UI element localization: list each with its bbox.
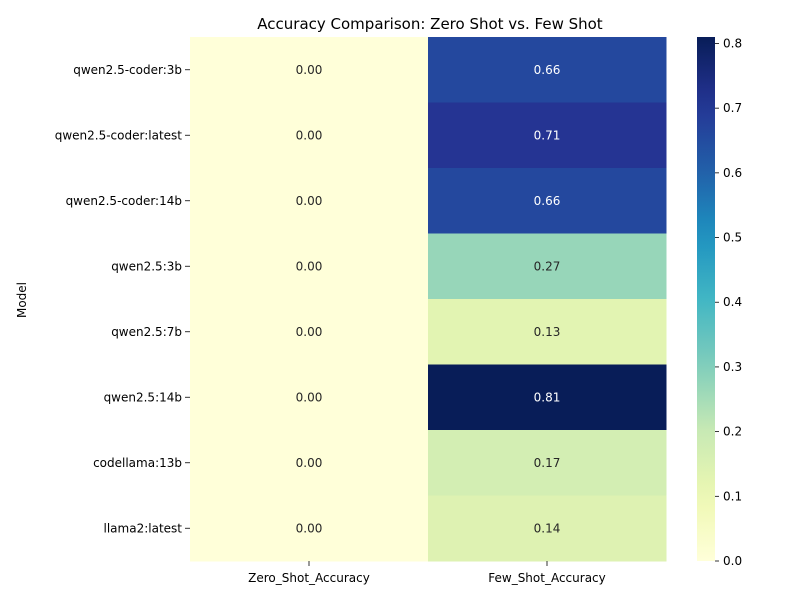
- y-tick-label: qwen2.5-coder:3b: [73, 63, 182, 77]
- column-tick-labels: Zero_Shot_Accuracy Few_Shot_Accuracy: [248, 561, 606, 585]
- colorbar-tick-label: 0.8: [723, 36, 742, 50]
- chart-title: Accuracy Comparison: Zero Shot vs. Few S…: [257, 15, 603, 33]
- y-tick-label: qwen2.5-coder:latest: [55, 128, 183, 142]
- colorbar-tick-label: 0.5: [723, 231, 742, 245]
- heatmap-cell: [190, 299, 429, 365]
- y-tick-label: qwen2.5:14b: [104, 390, 182, 404]
- cell-value-label: 0.13: [534, 325, 561, 339]
- y-axis-label: Model: [15, 282, 29, 318]
- heatmap-cell: [428, 299, 667, 365]
- cell-value-label: 0.00: [296, 390, 323, 404]
- colorbar-tick-label: 0.7: [723, 101, 742, 115]
- cell-value-label: 0.66: [534, 63, 561, 77]
- cell-value-label: 0.00: [296, 325, 323, 339]
- heatmap-cell: [190, 168, 429, 234]
- y-tick-label: qwen2.5:7b: [111, 325, 182, 339]
- row-tick-labels: qwen2.5-coder:3b qwen2.5-coder:latest qwen…: [55, 63, 190, 535]
- heatmap-cell: [190, 364, 429, 431]
- heatmap-cell: [428, 233, 667, 300]
- y-tick-label: qwen2.5-coder:14b: [66, 194, 182, 208]
- heatmap-cell: [190, 495, 429, 562]
- y-tick-label: codellama:13b: [93, 456, 182, 470]
- x-tick-label: Few_Shot_Accuracy: [488, 571, 606, 585]
- colorbar-tick-label: 0.3: [723, 360, 742, 374]
- x-tick-label: Zero_Shot_Accuracy: [248, 571, 370, 585]
- y-tick-label: qwen2.5:3b: [111, 259, 182, 273]
- heatmap-cell: [428, 102, 667, 169]
- cell-value-label: 0.00: [296, 456, 323, 470]
- cell-value-label: 0.00: [296, 521, 323, 535]
- heatmap-cell: [190, 37, 429, 103]
- cell-value-label: 0.00: [296, 194, 323, 208]
- colorbar-tick-label: 0.1: [723, 489, 742, 503]
- heatmap-cell: [190, 233, 429, 300]
- colorbar-tick-label: 0.4: [723, 295, 742, 309]
- cell-value-label: 0.71: [534, 128, 561, 142]
- cell-value-label: 0.00: [296, 259, 323, 273]
- cell-value-label: 0.17: [534, 456, 561, 470]
- heatmap-cell: [428, 430, 667, 496]
- heatmap-cell: [428, 37, 667, 103]
- cell-value-label: 0.14: [534, 521, 561, 535]
- heatmap-cell: [190, 430, 429, 496]
- colorbar-tick-label: 0.0: [723, 554, 742, 568]
- cell-value-label: 0.81: [534, 390, 561, 404]
- y-tick-label: llama2:latest: [104, 521, 183, 535]
- colorbar-tick-label: 0.6: [723, 166, 742, 180]
- colorbar-gradient: [697, 37, 715, 561]
- heatmap-cell: [190, 102, 429, 169]
- heatmap-cell: [428, 364, 667, 431]
- heatmap-cells: 0.00 0.66 0.00 0.71 0.00 0.66 0.00 0.27 0.00 0.13…: [190, 37, 667, 562]
- cell-value-label: 0.27: [534, 259, 561, 273]
- heatmap-cell: [428, 168, 667, 234]
- cell-value-label: 0.00: [296, 128, 323, 142]
- colorbar: 0.0 0.1 0.2 0.3 0.4 0.5 0.6 0.7 0.8: [697, 36, 742, 568]
- cell-value-label: 0.00: [296, 63, 323, 77]
- colorbar-tick-label: 0.2: [723, 425, 742, 439]
- heatmap-cell: [428, 495, 667, 562]
- cell-value-label: 0.66: [534, 194, 561, 208]
